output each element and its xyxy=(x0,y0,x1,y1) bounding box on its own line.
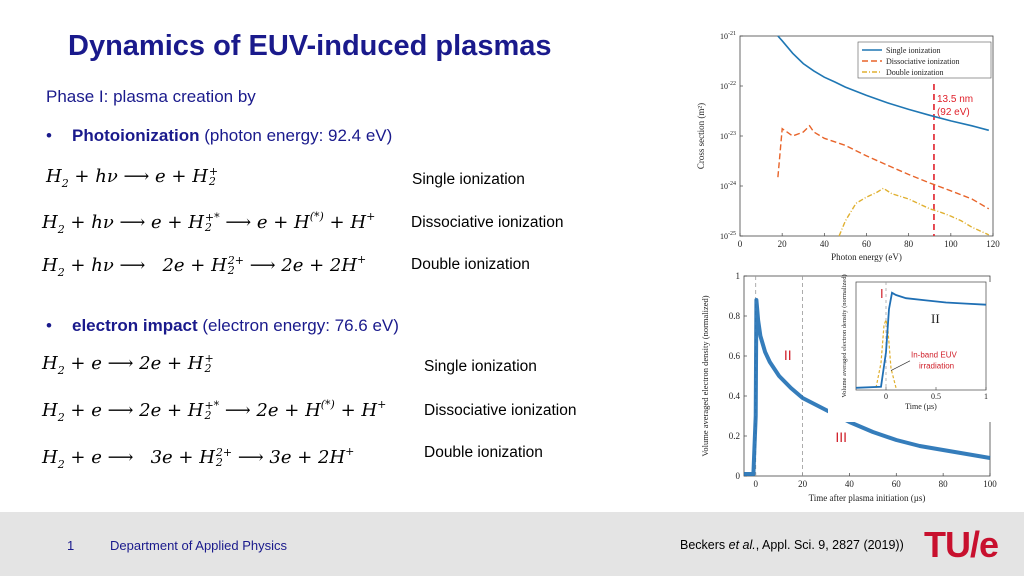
equation-impact-single: H2 + e ⟶ 2e + H +2 xyxy=(42,352,214,377)
x-axis-label: Time after plasma initiation (µs) xyxy=(809,493,926,503)
y-axis-label: Cross section (m²) xyxy=(696,103,706,169)
bullet-rest: (electron energy: 76.6 eV) xyxy=(197,316,399,335)
inset-irradiation-label: In-band EUV xyxy=(911,351,957,360)
x-tick-label: 60 xyxy=(862,239,872,249)
inset-euv-line xyxy=(875,317,897,388)
footer-bar xyxy=(0,512,1024,576)
x-tick-label: 80 xyxy=(904,239,914,249)
citation-rest: , Appl. Sci. 9, 2827 (2019)) xyxy=(755,538,904,552)
legend-box xyxy=(857,41,992,79)
y-tick-label: 0.8 xyxy=(729,311,741,321)
inset-arrow xyxy=(890,360,911,371)
inset-x-tick-label: 1 xyxy=(984,392,988,401)
y-tick-label: 0 xyxy=(736,471,741,481)
y-axis-label: Volume averaged electron density (normal… xyxy=(700,295,710,456)
bullet-photoionization: • Photoionization (photon energy: 92.4 eV… xyxy=(46,126,392,146)
inset-phase-label-ii: II xyxy=(931,311,940,326)
y-tick-label: 1 xyxy=(736,272,741,281)
x-axis-label: Photon energy (eV) xyxy=(831,252,902,262)
x-tick-label: 60 xyxy=(892,479,902,489)
label-impact-dissociative: Dissociative ionization xyxy=(424,402,577,419)
annotation-label: 13.5 nm xyxy=(937,94,973,105)
y-tick-label: 10-24 xyxy=(720,181,736,191)
bullet-bold: Photoionization xyxy=(72,126,200,145)
annotation-label: (92 eV) xyxy=(937,107,970,118)
bullet-icon: • xyxy=(46,126,52,145)
y-tick-label: 10-25 xyxy=(720,231,736,241)
subtitle: Phase I: plasma creation by xyxy=(46,87,256,106)
bullet-icon: • xyxy=(46,316,52,335)
page-number: 1 xyxy=(67,538,75,553)
department-name: Department of Applied Physics xyxy=(110,538,288,553)
inset-x-axis-label: Time (µs) xyxy=(905,402,937,411)
y-tick-label: 0.4 xyxy=(729,391,741,401)
page-title: Dynamics of EUV-induced plasmas xyxy=(68,30,552,62)
equation-impact-dissociative: H2 + e ⟶ 2e + H +* 2 ⟶ 2e + H(*) + H+ xyxy=(42,398,387,424)
x-tick-label: 120 xyxy=(986,239,1000,249)
equation-photo-single: H2 + hν ⟶ e + H +2 xyxy=(46,165,219,190)
x-tick-label: 40 xyxy=(845,479,855,489)
x-tick-label: 20 xyxy=(798,479,808,489)
y-tick-label: 10-22 xyxy=(720,81,736,91)
x-tick-label: 100 xyxy=(944,239,958,249)
label-photo-dissociative: Dissociative ionization xyxy=(411,214,564,231)
legend-label: Dissociative ionization xyxy=(886,57,960,66)
y-tick-label: 0.6 xyxy=(729,351,741,361)
x-tick-label: 40 xyxy=(820,239,830,249)
label-photo-double: Double ionization xyxy=(411,256,530,273)
inset-x-tick-label: 0 xyxy=(884,392,888,401)
citation-etal: et al. xyxy=(725,538,756,552)
series-line-0 xyxy=(777,35,990,132)
label-photo-single: Single ionization xyxy=(412,171,525,188)
phase-label-iii: III xyxy=(835,429,847,445)
equation-photo-dissociative: H2 + hν ⟶ e + H +* 2 ⟶ e + H(*) + H+ xyxy=(42,210,376,236)
citation-author: Beckers xyxy=(680,538,726,552)
bullet-rest: (photon energy: 92.4 eV) xyxy=(199,126,393,145)
tue-logo-text: TU/e xyxy=(924,524,998,564)
inset-y-axis-label: Volume averaged electron density (normal… xyxy=(841,274,848,397)
inset-frame xyxy=(855,281,987,391)
inset-phase-label-i: I xyxy=(880,286,884,301)
label-impact-double: Double ionization xyxy=(424,444,543,461)
inset-x-tick-label: 0.5 xyxy=(931,392,941,401)
electron-density-chart: 0 20 40 60 80 100 0 0.2 0.4 0.6 0.8 1 Time after pla… xyxy=(690,272,1008,508)
equation-impact-double: H2 + e ⟶ 3e + H 2+ 2 ⟶ 3e + 2H+ xyxy=(42,445,355,471)
bullet-bold: electron impact xyxy=(72,316,198,335)
inset-density-line xyxy=(855,291,987,389)
legend-label: Single ionization xyxy=(886,46,940,55)
y-tick-label: 0.2 xyxy=(729,431,740,441)
series-line-1 xyxy=(777,124,990,210)
legend-label: Double ionization xyxy=(886,68,944,77)
cross-section-chart: 0 20 40 60 80 100 120 10-21 10-22 10-23 10-24 10-25… xyxy=(690,28,1008,268)
y-tick-label: 10-21 xyxy=(720,31,736,41)
x-tick-label: 100 xyxy=(983,479,997,489)
citation: Beckers et al., Appl. Sci. 9, 2827 (2019… xyxy=(680,538,904,552)
density-line xyxy=(744,298,991,476)
x-tick-label: 0 xyxy=(738,239,743,249)
tue-logo: TU/e xyxy=(924,524,999,564)
series-line-2 xyxy=(838,187,990,237)
bullet-electron-impact: • electron impact (electron energy: 76.6 … xyxy=(46,316,399,336)
y-tick-label: 10-23 xyxy=(720,131,736,141)
inset-irradiation-label: irradiation xyxy=(919,361,954,370)
x-tick-label: 20 xyxy=(778,239,788,249)
x-tick-label: 80 xyxy=(939,479,949,489)
equation-photo-double: H2 + hν ⟶ 2e + H 2+ 2 ⟶ 2e + 2H+ xyxy=(42,253,367,279)
phase-label-ii: II xyxy=(784,347,792,363)
label-impact-single: Single ionization xyxy=(424,358,537,375)
x-tick-label: 0 xyxy=(753,479,758,489)
